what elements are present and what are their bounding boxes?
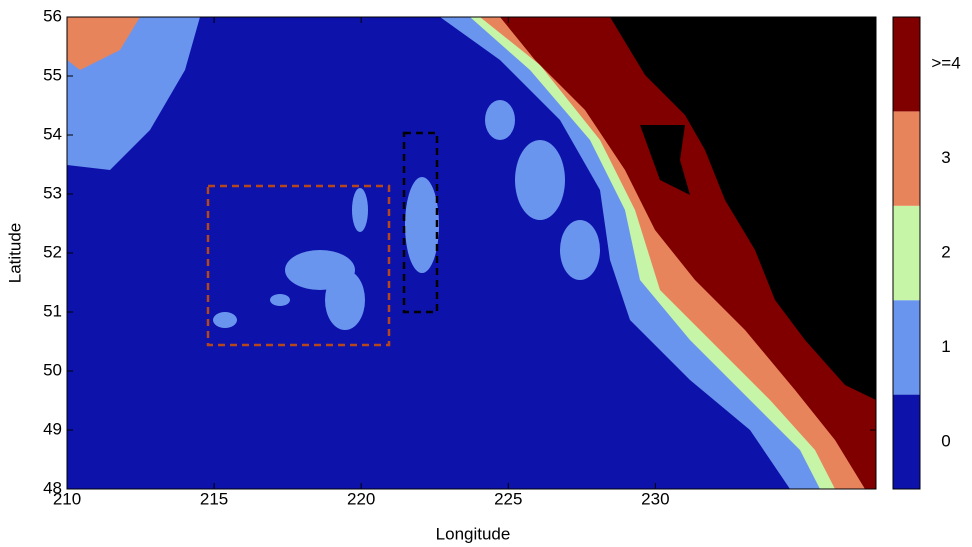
colorbar-label: 3 [941,148,950,167]
region-box [206,184,391,347]
y-tick-label: 50 [43,360,62,379]
colorbar-segment [893,300,920,395]
colorbar-segment [893,205,920,301]
map-raster [67,17,876,489]
x-tick-label: 220 [347,489,375,508]
y-tick-label: 51 [43,301,62,320]
x-tick-label: 210 [53,489,81,508]
y-axis-label: Latitude [5,223,24,284]
x-tick-label: 225 [494,489,522,508]
y-tick-label: 55 [43,65,62,84]
region-box [402,131,439,314]
y-tick-label: 52 [43,242,62,261]
colorbar-label: >=4 [931,54,960,73]
y-tick-label: 56 [43,6,62,25]
colorbar-segment [893,394,920,489]
colorbar-segment [893,17,920,112]
colorbar-label: 2 [941,242,950,261]
y-tick-label: 49 [43,419,62,438]
x-tick-label: 230 [641,489,669,508]
y-tick-label: 48 [43,478,62,497]
colorbar-label: 0 [941,431,950,450]
y-tick-label: 53 [43,183,62,202]
x-tick-label: 215 [200,489,228,508]
colorbar-frame [892,16,921,490]
x-axis-label: Longitude [436,524,511,543]
y-tick-label: 54 [43,124,62,143]
colorbar-segment [893,111,920,206]
colorbar-label: 1 [941,337,950,356]
